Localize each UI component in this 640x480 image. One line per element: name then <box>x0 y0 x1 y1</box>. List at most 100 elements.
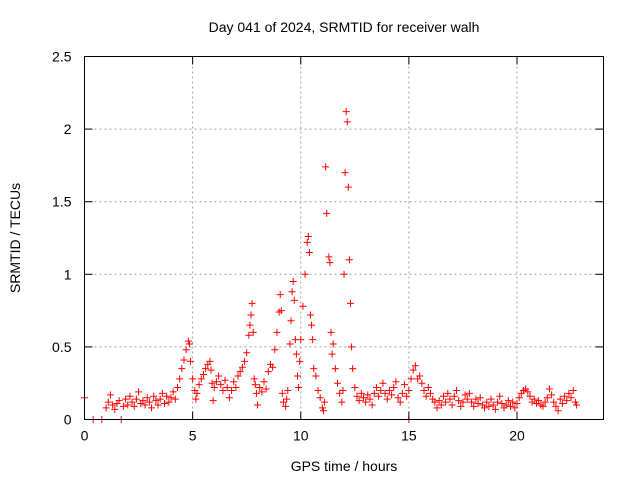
data-point-marker <box>301 270 309 278</box>
data-point-marker <box>279 398 287 406</box>
data-point-marker <box>346 299 354 307</box>
data-point-marker <box>554 407 562 415</box>
data-point-marker <box>225 394 233 402</box>
data-point-marker <box>122 395 130 403</box>
data-point-marker <box>416 372 424 380</box>
data-point-marker <box>284 386 292 394</box>
data-point-marker <box>163 392 171 400</box>
data-point-marker <box>316 394 324 402</box>
data-point-marker <box>326 259 334 267</box>
y-tick-label: 1.5 <box>52 194 72 210</box>
data-point-marker <box>338 398 346 406</box>
data-point-marker <box>375 392 383 400</box>
data-point-marker <box>331 365 339 373</box>
data-point-marker <box>472 395 480 403</box>
data-point-marker <box>276 291 284 299</box>
data-point-marker <box>215 372 223 380</box>
data-point-marker <box>541 398 549 406</box>
data-point-marker <box>530 395 538 403</box>
y-tick-label: 2 <box>64 121 72 137</box>
data-point-marker <box>278 389 286 397</box>
data-point-marker <box>489 401 497 409</box>
data-point-marker <box>223 384 231 392</box>
data-point-marker <box>189 375 197 383</box>
data-point-marker <box>111 405 119 413</box>
data-point-marker <box>463 395 471 403</box>
data-point-marker <box>450 392 458 400</box>
data-point-marker <box>296 357 304 365</box>
data-point-marker <box>483 398 491 406</box>
x-tick-label: 20 <box>509 428 525 444</box>
data-point-marker <box>236 368 244 376</box>
data-point-marker <box>325 253 333 261</box>
data-point-marker <box>552 402 560 410</box>
data-point-marker <box>185 340 193 348</box>
data-point-marker <box>427 389 434 397</box>
data-point-marker <box>269 363 277 371</box>
data-point-marker <box>550 398 558 406</box>
data-point-marker <box>504 397 512 405</box>
data-point-marker <box>318 404 326 412</box>
data-point-marker <box>379 379 387 387</box>
data-point-marker <box>345 256 353 264</box>
x-tick-labels: 0 5 10 15 20 <box>81 428 525 444</box>
data-point-marker <box>182 346 190 354</box>
data-point-marker <box>418 379 426 387</box>
data-point-marker <box>343 118 351 126</box>
data-point-marker <box>256 384 264 392</box>
data-point-marker <box>132 395 140 403</box>
data-point-marker <box>104 398 112 406</box>
data-point-marker <box>355 397 363 405</box>
data-point-marker <box>109 401 117 409</box>
data-point-marker <box>340 270 348 278</box>
data-point-marker <box>509 398 517 406</box>
data-point-marker <box>176 375 184 383</box>
y-axis-label: SRMTID / TECUs <box>7 183 23 293</box>
data-point-marker <box>169 388 177 396</box>
y-tick-labels: 0 0.5 1 1.5 2 2.5 <box>52 49 72 428</box>
data-point-marker <box>184 337 192 345</box>
data-point-marker <box>496 392 504 400</box>
data-point-marker <box>572 401 580 409</box>
data-point-marker <box>119 402 127 410</box>
data-point-marker <box>209 397 217 405</box>
data-point-marker <box>565 389 573 397</box>
data-point-marker <box>357 389 365 397</box>
data-point-marker <box>294 372 302 380</box>
data-point-marker <box>474 400 482 408</box>
data-point-marker <box>329 340 337 348</box>
data-point-marker <box>511 404 519 412</box>
data-point-marker <box>452 386 460 394</box>
data-point-marker <box>457 402 465 410</box>
data-point-marker <box>283 395 291 403</box>
data-point-marker <box>124 401 132 409</box>
data-point-marker <box>243 349 251 357</box>
data-point-marker <box>292 350 300 358</box>
data-point-marker <box>295 384 303 392</box>
data-point-marker <box>545 385 553 393</box>
data-point-marker <box>273 328 281 336</box>
data-point-marker <box>247 311 255 319</box>
data-point-marker <box>210 384 218 392</box>
data-point-marker <box>310 365 318 373</box>
data-point-marker <box>328 350 336 358</box>
data-point-marker <box>353 392 361 400</box>
data-point-marker <box>252 389 260 397</box>
data-point-marker <box>195 381 203 389</box>
data-point-marker <box>102 404 110 412</box>
data-point-marker <box>396 398 404 406</box>
data-point-marker <box>241 357 249 365</box>
data-point-marker <box>437 401 445 409</box>
x-tick-label: 5 <box>189 428 197 444</box>
data-point-marker <box>178 365 186 373</box>
data-point-marker <box>297 336 305 344</box>
axis-ticks <box>84 56 604 420</box>
data-point-marker <box>348 343 356 351</box>
data-point-marker <box>342 108 350 116</box>
data-point-marker <box>206 357 214 365</box>
data-point-marker <box>465 389 473 397</box>
data-point-marker <box>424 384 432 392</box>
data-point-marker <box>154 401 162 409</box>
data-point-marker <box>385 386 393 394</box>
data-point-marker <box>341 169 349 177</box>
